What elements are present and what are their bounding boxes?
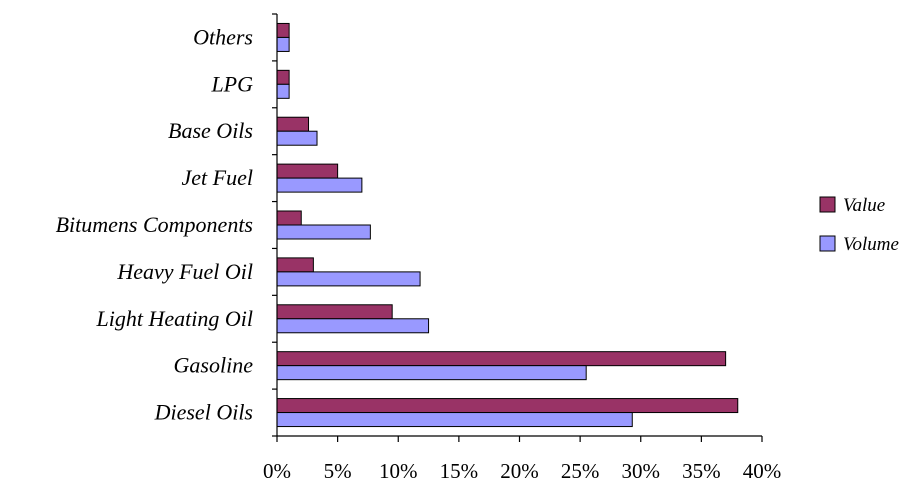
bar-value-heavy-fuel-oil xyxy=(276,257,314,273)
x-tick-label: 30% xyxy=(622,459,661,483)
legend-swatch-value xyxy=(819,196,836,213)
x-tick-label: 0% xyxy=(263,459,291,483)
category-label-gasoline: Gasoline xyxy=(174,353,254,378)
bar-volume-jet-fuel xyxy=(276,177,363,193)
x-tick-label: 10% xyxy=(379,459,418,483)
bar-volume-diesel-oils xyxy=(276,412,633,428)
legend-label-volume: Volume xyxy=(843,234,899,255)
axes-group xyxy=(272,13,763,442)
category-label-diesel-oils: Diesel Oils xyxy=(154,400,253,425)
bar-value-gasoline xyxy=(276,351,727,367)
bar-volume-heavy-fuel-oil xyxy=(276,271,421,287)
bar-volume-others xyxy=(276,36,290,52)
bar-volume-base-oils xyxy=(276,130,318,146)
x-tick-label: 35% xyxy=(682,459,721,483)
bar-value-bitumens-components xyxy=(276,210,302,226)
x-tick-label: 5% xyxy=(324,459,352,483)
legend-swatch-volume xyxy=(819,235,836,252)
legend: Value Volume xyxy=(819,195,899,255)
category-label-light-heating-oil: Light Heating Oil xyxy=(96,306,253,331)
x-tick-label: 15% xyxy=(440,459,479,483)
category-label-base-oils: Base Oils xyxy=(168,118,253,143)
bar-value-diesel-oils xyxy=(276,398,739,414)
bar-volume-gasoline xyxy=(276,365,587,381)
bar-value-lpg xyxy=(276,69,290,85)
category-label-lpg: LPG xyxy=(210,71,253,96)
bar-value-jet-fuel xyxy=(276,163,339,179)
category-label-bitumens-components: Bitumens Components xyxy=(56,212,253,237)
category-label-jet-fuel: Jet Fuel xyxy=(182,165,253,190)
bar-volume-light-heating-oil xyxy=(276,318,430,334)
bar-value-base-oils xyxy=(276,116,310,132)
category-label-heavy-fuel-oil: Heavy Fuel Oil xyxy=(116,259,253,284)
category-label-others: Others xyxy=(193,24,253,49)
x-tick-label: 25% xyxy=(561,459,600,483)
bars-group xyxy=(276,22,739,428)
x-tick-label: 20% xyxy=(500,459,539,483)
labels-group: Diesel Oils Gasoline Light Heating Oil Heav… xyxy=(56,24,782,483)
legend-label-value: Value xyxy=(843,195,885,216)
x-tick-label: 40% xyxy=(743,459,782,483)
bar-value-others xyxy=(276,22,290,38)
bar-volume-bitumens-components xyxy=(276,224,371,240)
bar-value-light-heating-oil xyxy=(276,304,393,320)
bar-volume-lpg xyxy=(276,83,290,99)
